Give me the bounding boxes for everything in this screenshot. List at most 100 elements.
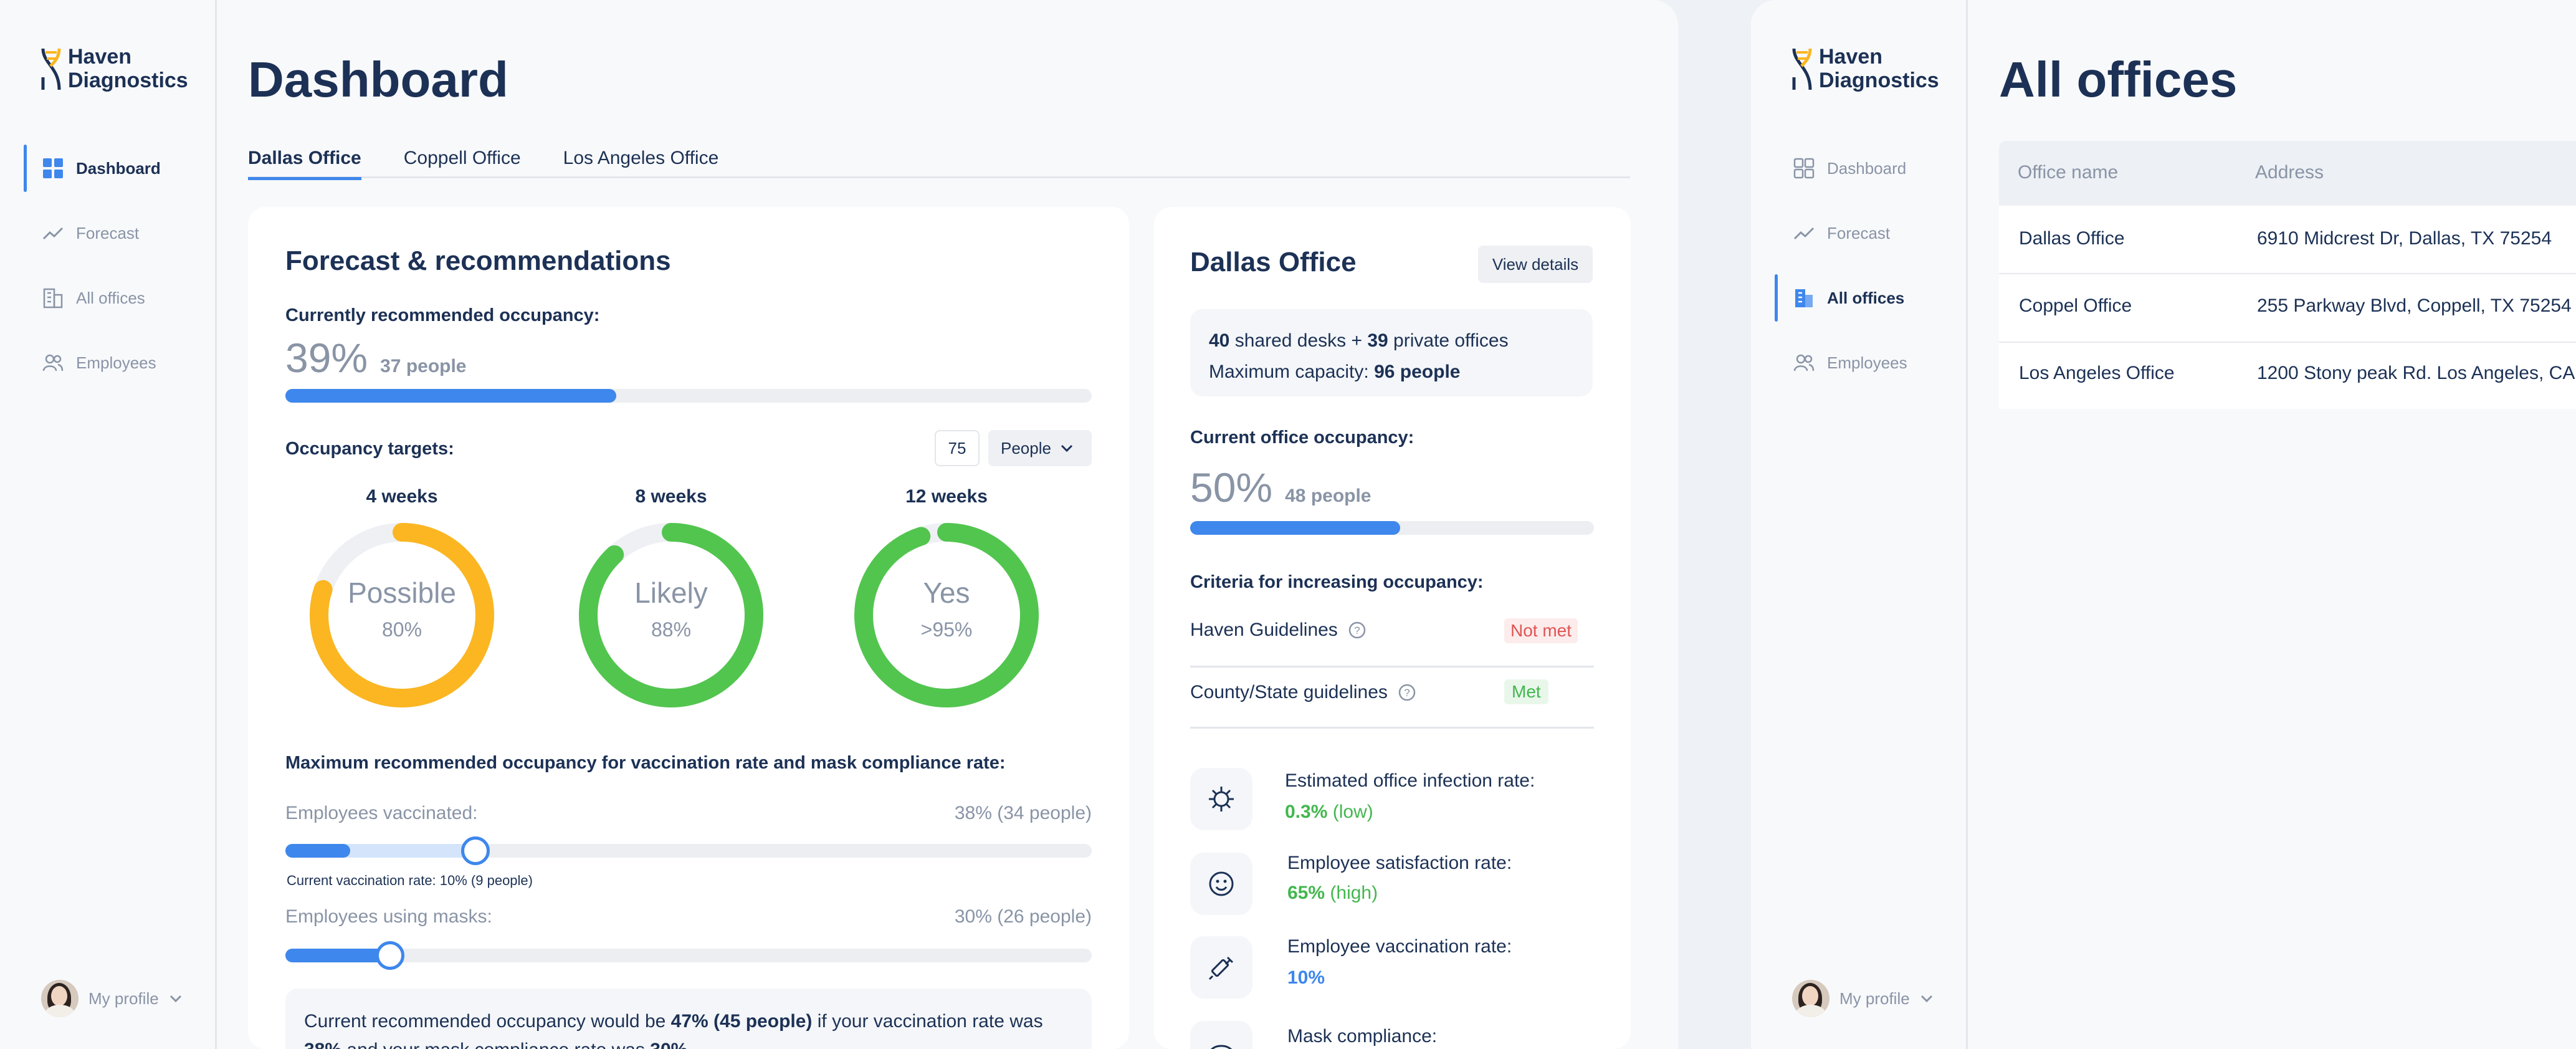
sidebar-item-forecast[interactable]: Forecast (0, 209, 217, 257)
mask-slider-handle[interactable] (376, 941, 405, 970)
donut-weeks-label: 12 weeks (905, 486, 988, 507)
sidebar-item-label: Dashboard (76, 158, 161, 178)
cell-office-name: Coppel Office (2019, 295, 2132, 316)
donut-8-weeks: 8 weeks Likely 88% (575, 486, 768, 707)
sidebar-item-employees[interactable]: Employees (1751, 339, 1968, 386)
vaccination-slider-track[interactable] (285, 836, 1092, 865)
criteria-name: County/State guidelines (1190, 682, 1388, 702)
masks-label: Employees using masks: (285, 906, 492, 927)
recommended-occupancy-bar-fill (285, 389, 616, 403)
avatar (41, 980, 79, 1017)
office-tabs: Dallas Office Coppell Office Los Angeles… (248, 142, 1630, 180)
recommended-occupancy-label: Currently recommended occupancy: (285, 305, 600, 325)
row-divider (1999, 342, 2576, 343)
cell-address: 1200 Stony peak Rd. Los Angeles, CA (2257, 363, 2575, 383)
chevron-down-icon (1061, 444, 1073, 453)
masks-value: 30% (26 people) (954, 906, 1092, 927)
mask-slider-fill (285, 949, 391, 962)
metric-label: Estimated office infection rate: (1285, 770, 1535, 791)
targets-count-input[interactable]: 75 (935, 430, 980, 466)
sidebar-item-all-offices[interactable]: All offices (0, 274, 217, 322)
sidebar-nav: Dashboard Forecast All offices Employees (0, 145, 217, 404)
capacity-value: 96 people (1374, 362, 1461, 382)
infection-rate-value: 0.3% (low) (1285, 802, 1373, 823)
sidebar-item-dashboard[interactable]: Dashboard (1751, 145, 1968, 192)
profile-label: My profile (1839, 989, 1910, 1008)
tab-los-angeles-office[interactable]: Los Angeles Office (563, 148, 719, 168)
tab-dallas-office[interactable]: Dallas Office (248, 142, 361, 180)
metric-qualifier: (low) (1332, 802, 1373, 822)
dashboard-icon (43, 158, 63, 178)
table-row[interactable]: Dallas Office 6910 Midcrest Dr, Dallas, … (1999, 206, 2576, 273)
donut-12-weeks: 12 weeks Yes >95% (850, 486, 1043, 707)
logo-helix-icon (1792, 48, 1812, 90)
summary-vaccination: 38% (304, 1040, 341, 1049)
profile-menu[interactable]: My profile (41, 980, 183, 1017)
sidebar-item-employees[interactable]: Employees (0, 339, 217, 386)
people-icon (42, 354, 64, 371)
donut-percent: >95% (920, 618, 973, 641)
donut-percent: 88% (651, 618, 692, 641)
trend-icon (1793, 227, 1815, 240)
current-occupancy-label: Current office occupancy: (1190, 428, 1414, 448)
view-details-button[interactable]: View details (1478, 246, 1593, 283)
table-row[interactable]: Coppel Office 255 Parkway Blvd, Coppell,… (1999, 274, 2576, 342)
forecast-card: Forecast & recommendations Currently rec… (248, 207, 1129, 1049)
sidebar-item-forecast[interactable]: Forecast (1751, 209, 1968, 257)
sidebar-item-all-offices[interactable]: All offices (1751, 274, 1968, 322)
sidebar-item-label: Forecast (76, 223, 140, 242)
criteria-row-haven: Haven Guidelines ? (1190, 620, 1367, 641)
profile-menu[interactable]: My profile (1792, 980, 1934, 1017)
sidebar-item-label: Dashboard (1827, 158, 1907, 178)
metric-qualifier: (high) (1330, 883, 1378, 903)
current-vaccination-note: Current vaccination rate: 10% (9 people) (287, 873, 533, 888)
max-occupancy-label: Maximum recommended occupancy for vaccin… (285, 753, 1006, 773)
status-badge-met: Met (1504, 679, 1548, 704)
occupancy-summary: Current recommended occupancy would be 4… (285, 989, 1092, 1049)
donut-weeks-label: 8 weeks (635, 486, 707, 507)
sidebar: Haven Diagnostics Dashboard Forecast All… (1751, 0, 1968, 1049)
logo[interactable]: Haven Diagnostics (41, 45, 188, 92)
help-icon[interactable]: ? (1398, 683, 1416, 702)
targets-unit-select[interactable]: People (988, 430, 1092, 466)
vaccination-slider-handle[interactable] (461, 836, 490, 865)
table-row[interactable]: Los Angeles Office 1200 Stony peak Rd. L… (1999, 343, 2576, 409)
tab-coppell-office[interactable]: Coppell Office (403, 148, 521, 168)
targets-unit-value: People (1001, 438, 1051, 457)
metric-label: Employee satisfaction rate: (1287, 853, 1512, 873)
column-header-address[interactable]: Address (2255, 162, 2324, 183)
office-card: Dallas Office View details 40 shared des… (1154, 207, 1631, 1049)
donut-ring-likely (579, 523, 763, 707)
offices-table-header: Office name Address (1999, 141, 2576, 206)
current-occupancy-bar-fill (1190, 521, 1400, 535)
profile-label: My profile (88, 989, 159, 1008)
vaccinated-label: Employees vaccinated: (285, 803, 478, 823)
private-offices-count: 39 (1367, 330, 1388, 351)
sidebar-item-label: All offices (76, 288, 145, 307)
sidebar-item-dashboard[interactable]: Dashboard (0, 145, 217, 192)
capacity-text: private offices (1388, 330, 1509, 351)
logo[interactable]: Haven Diagnostics (1791, 45, 1939, 92)
row-divider (1999, 273, 2576, 274)
shared-desks-count: 40 (1209, 330, 1230, 351)
cell-address: 255 Parkway Blvd, Coppell, TX 75254 (2257, 295, 2572, 316)
chevron-down-icon (1920, 995, 1932, 1003)
sidebar-item-label: Forecast (1827, 223, 1891, 242)
sidebar-item-label: Employees (1827, 353, 1907, 372)
capacity-text: shared desks + (1229, 330, 1368, 351)
recommended-occupancy-people: 37 people (380, 356, 467, 376)
avatar (1792, 980, 1829, 1017)
status-badge-not-met: Not met (1504, 618, 1578, 643)
vaccination-slider-fill (285, 844, 350, 858)
donut-arc (310, 523, 494, 707)
donut-4-weeks: 4 weeks Possible 80% (305, 486, 499, 707)
metric-label: Employee vaccination rate: (1287, 936, 1512, 957)
column-header-office-name[interactable]: Office name (2018, 162, 2119, 183)
help-icon[interactable]: ? (1348, 621, 1367, 639)
mask-slider-track[interactable] (285, 941, 1092, 970)
donut-label: Likely (634, 577, 708, 609)
recommended-occupancy-bar (285, 389, 1092, 403)
sidebar: Haven Diagnostics Dashboard Forecast All… (0, 0, 217, 1049)
dashboard-panel: Haven Diagnostics Dashboard Forecast All… (0, 0, 1631, 1049)
cell-office-name: Los Angeles Office (2019, 363, 2175, 383)
